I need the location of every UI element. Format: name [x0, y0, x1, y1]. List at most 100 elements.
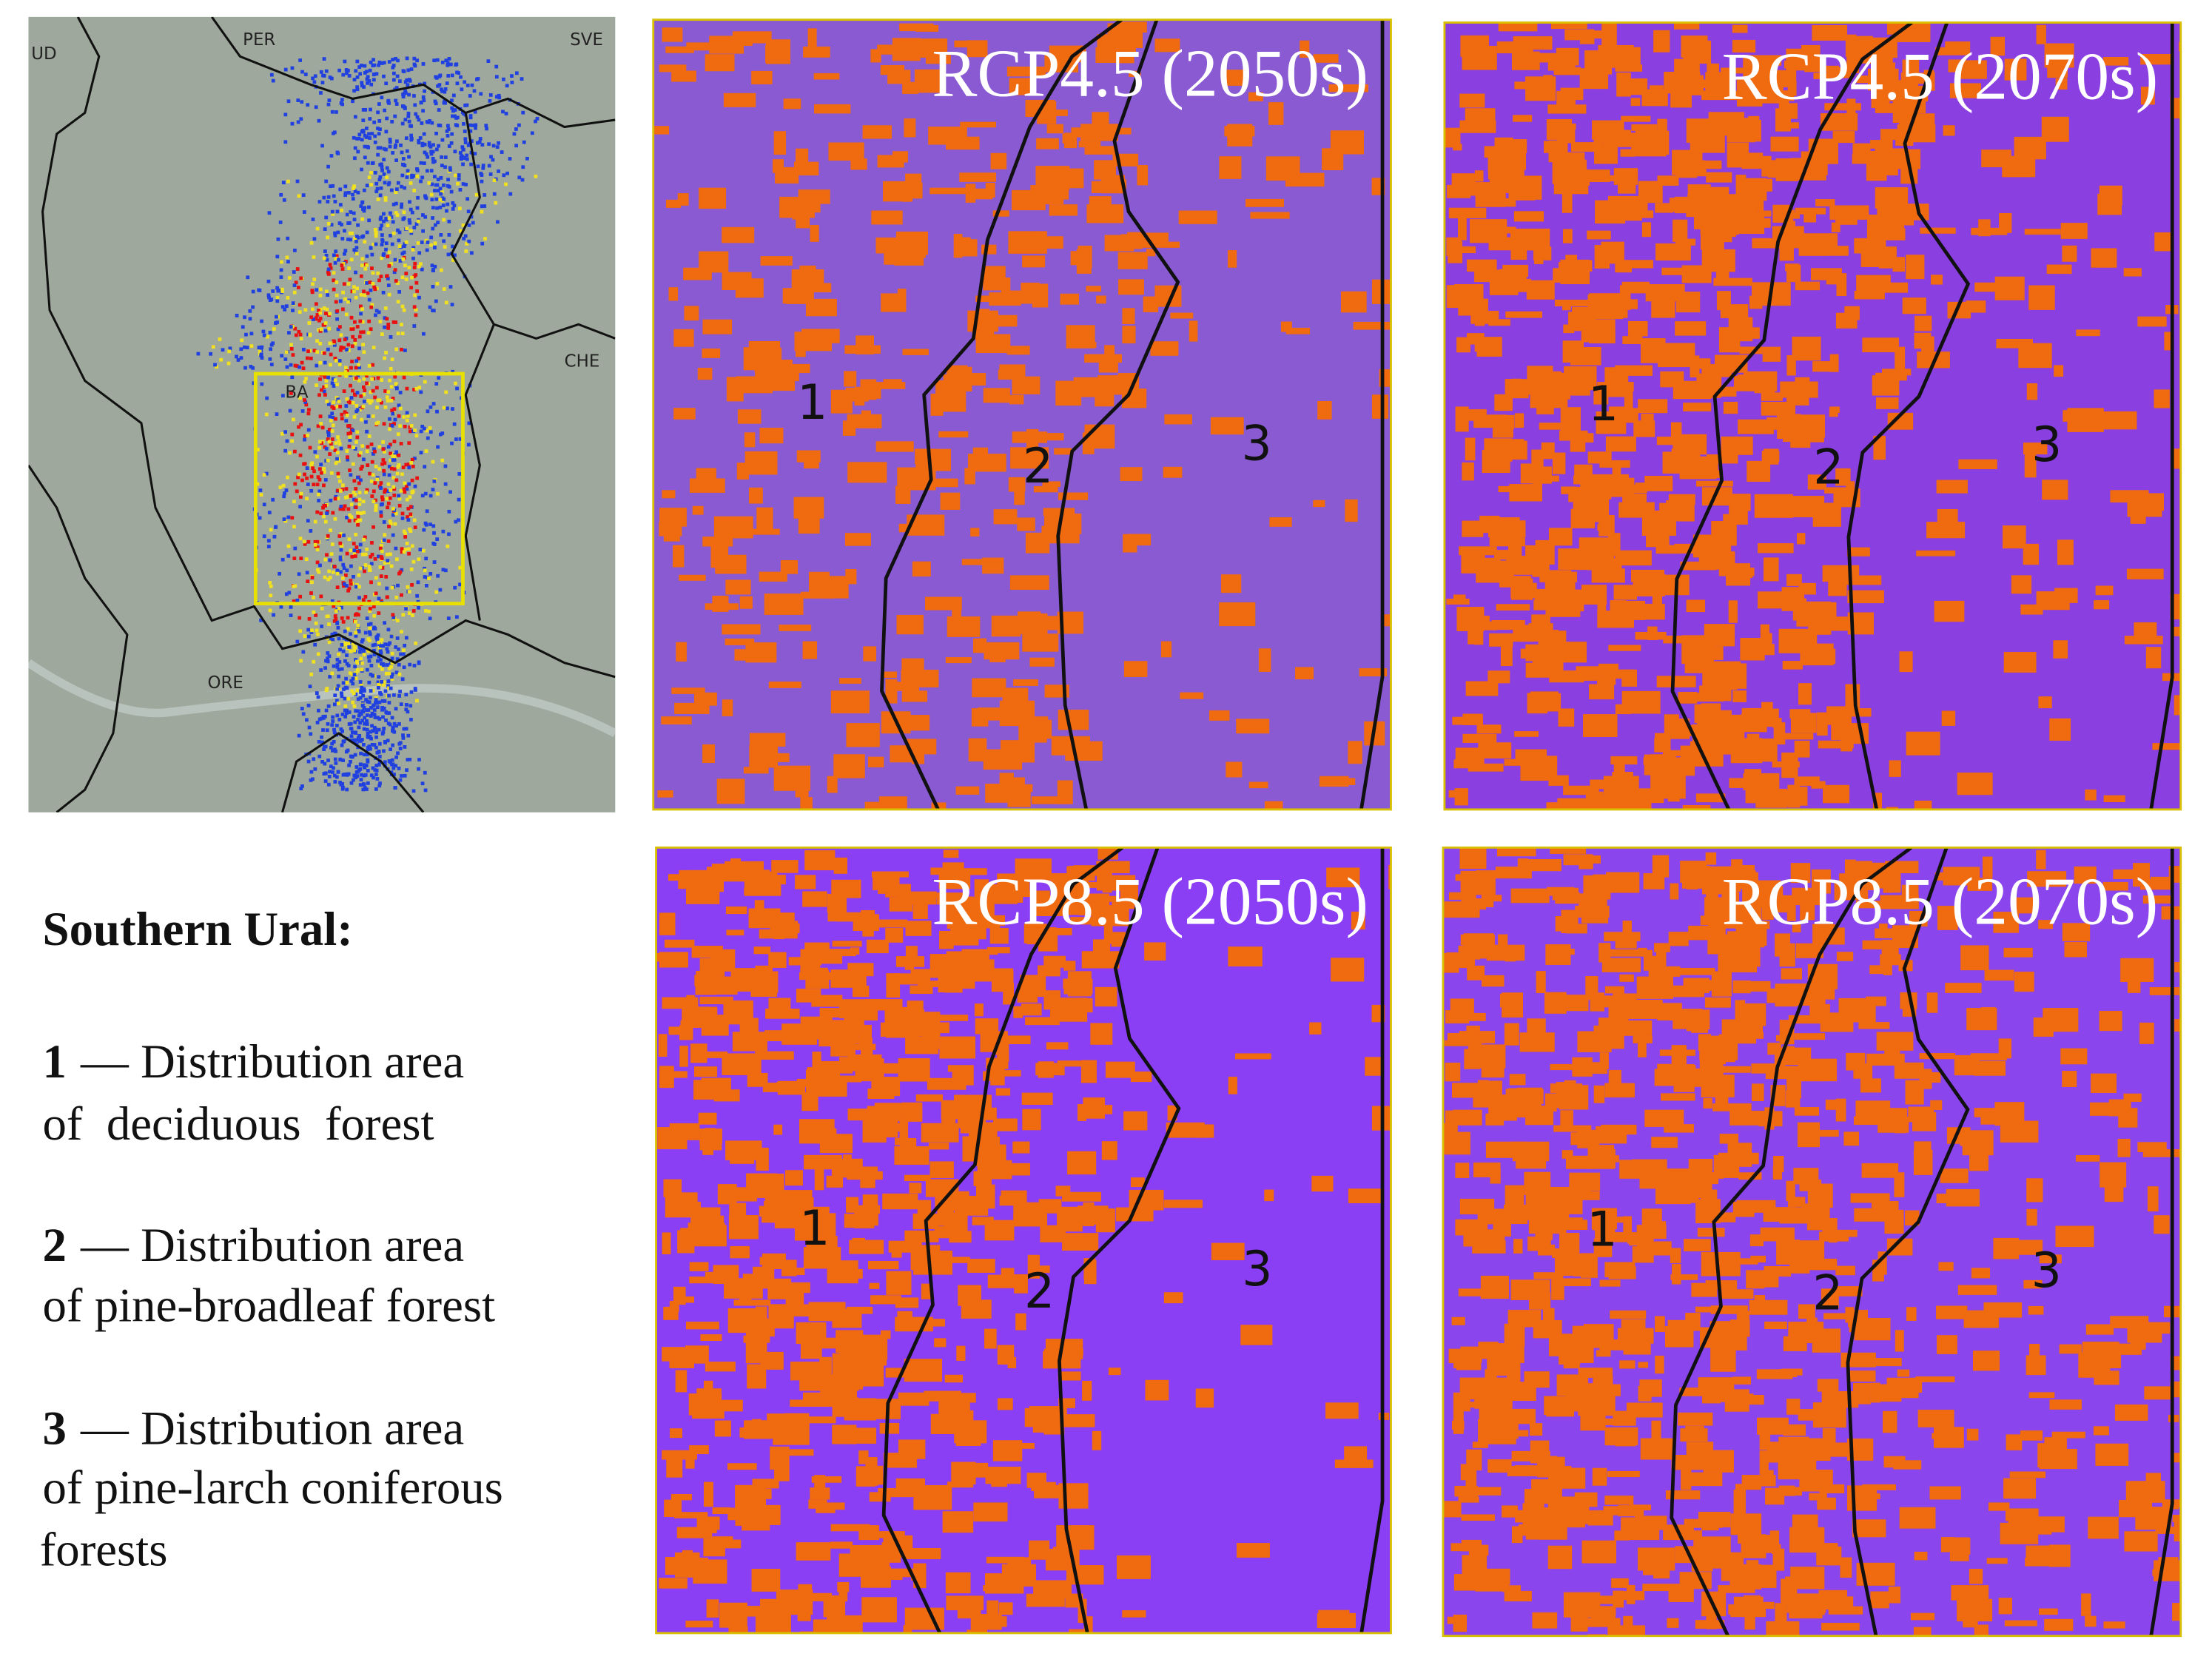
orange-patch — [671, 1494, 692, 1500]
forest-point — [277, 238, 280, 241]
forest-point — [325, 70, 329, 73]
orange-patch — [1829, 205, 1869, 219]
forest-point — [369, 108, 372, 112]
orange-patch — [901, 670, 938, 687]
forest-point — [288, 451, 292, 455]
orange-patch — [1854, 238, 1873, 254]
orange-patch — [1062, 1233, 1098, 1251]
orange-patch — [1455, 1163, 1469, 1178]
orange-patch — [1056, 1525, 1094, 1550]
orange-patch — [1446, 238, 1462, 256]
forest-point — [354, 366, 358, 370]
orange-patch — [896, 1479, 925, 1497]
orange-patch — [981, 245, 996, 255]
forest-point — [337, 770, 340, 774]
forest-point — [337, 675, 340, 679]
orange-patch — [2094, 1426, 2109, 1435]
orange-patch — [1752, 238, 1786, 249]
forest-point — [338, 480, 342, 483]
forest-point — [402, 465, 406, 469]
forest-point — [386, 390, 390, 394]
forest-point — [408, 590, 411, 593]
forest-point — [306, 411, 310, 415]
forest-point — [291, 67, 295, 70]
orange-patch — [1607, 47, 1641, 68]
orange-patch — [1554, 124, 1576, 130]
forest-point — [473, 89, 477, 92]
orange-patch — [711, 1400, 743, 1412]
forest-point — [372, 271, 375, 275]
forest-point — [369, 83, 373, 87]
orange-patch — [1690, 132, 1725, 153]
forest-point — [423, 132, 426, 136]
forest-point — [410, 276, 414, 280]
forest-point — [448, 144, 451, 148]
forest-point — [357, 191, 360, 195]
forest-point — [360, 275, 363, 278]
forest-point — [435, 148, 439, 152]
forest-point — [362, 386, 366, 389]
forest-point — [362, 130, 366, 134]
forest-point — [479, 137, 483, 141]
orange-patch — [1458, 216, 1467, 240]
orange-patch — [705, 1272, 732, 1282]
orange-patch — [1583, 714, 1618, 737]
orange-patch — [923, 1029, 940, 1049]
orange-patch — [1837, 246, 1849, 256]
orange-patch — [2023, 544, 2039, 565]
forest-point — [399, 391, 403, 394]
forest-point — [332, 288, 336, 292]
forest-point — [414, 525, 417, 529]
forest-point — [414, 281, 418, 285]
orange-patch — [871, 211, 902, 225]
forest-point — [319, 414, 323, 418]
orange-patch — [668, 1348, 696, 1357]
orange-patch — [1515, 413, 1524, 428]
forest-point — [286, 516, 290, 519]
orange-patch — [1883, 1411, 1897, 1433]
forest-point — [428, 616, 432, 620]
forest-point — [338, 542, 342, 545]
forest-point — [283, 198, 286, 202]
orange-patch — [1527, 693, 1547, 713]
forest-point — [459, 188, 463, 192]
forest-point — [346, 300, 350, 304]
forest-point — [383, 488, 387, 492]
forest-point — [326, 376, 330, 380]
forest-point — [399, 407, 403, 411]
orange-patch — [1009, 395, 1023, 405]
orange-patch — [778, 1081, 805, 1095]
orange-patch — [1514, 81, 1535, 89]
forest-point — [397, 432, 400, 436]
orange-patch — [849, 1005, 878, 1020]
forest-point — [352, 548, 356, 552]
forest-point — [363, 570, 366, 574]
orange-patch — [1047, 124, 1063, 134]
forest-point — [361, 638, 365, 642]
orange-patch — [2110, 490, 2148, 502]
orange-patch — [1055, 381, 1081, 406]
orange-patch — [1734, 1490, 1746, 1515]
forest-point — [268, 357, 272, 361]
forest-point — [275, 255, 279, 258]
forest-point — [339, 556, 343, 559]
forest-point — [310, 770, 314, 774]
orange-patch — [773, 1125, 782, 1135]
orange-patch — [1590, 780, 1617, 790]
forest-point — [323, 375, 326, 379]
forest-point — [341, 576, 345, 580]
forest-point — [335, 309, 339, 313]
forest-point — [331, 716, 335, 719]
forest-point — [391, 485, 395, 489]
orange-patch — [2134, 622, 2156, 636]
orange-patch — [1869, 965, 1886, 974]
forest-point — [331, 511, 335, 515]
forest-point — [360, 667, 364, 671]
forest-point — [271, 341, 275, 345]
forest-point — [387, 628, 391, 631]
forest-point — [244, 333, 248, 337]
orange-patch — [1861, 253, 1882, 267]
forest-point — [360, 138, 364, 141]
forest-point — [400, 774, 403, 778]
